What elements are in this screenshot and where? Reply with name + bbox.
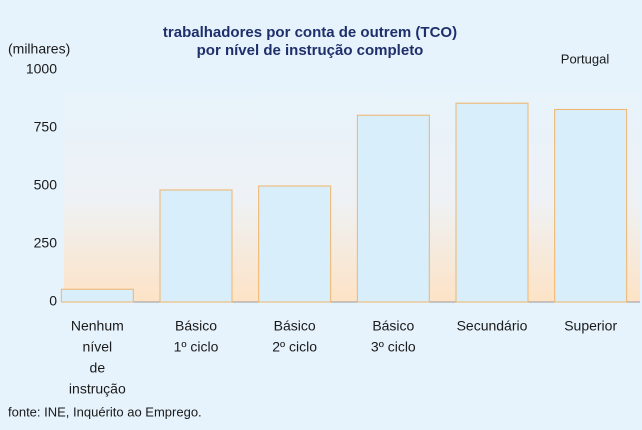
bar <box>258 185 332 303</box>
x-tick-label: Básico <box>175 318 217 334</box>
x-tick-label: Básico <box>372 318 414 334</box>
y-tick-label: 750 <box>34 119 58 135</box>
chart-title: trabalhadores por conta de outrem (TCO) <box>163 24 457 41</box>
bar <box>159 189 233 303</box>
y-tick-label: 1000 <box>26 61 57 77</box>
bar <box>60 288 134 303</box>
x-tick-label: 2º ciclo <box>272 339 317 355</box>
y-tick-label: 250 <box>34 235 58 251</box>
annotation: Portugal <box>561 51 610 66</box>
bar <box>356 114 430 303</box>
plot-area <box>64 70 640 302</box>
x-tick-label: 1º ciclo <box>174 339 219 355</box>
y-tick-label: 500 <box>34 177 58 193</box>
x-tick-label: instrução <box>69 381 126 397</box>
y-axis-label: (milhares) <box>8 41 70 57</box>
x-tick-label: Básico <box>274 318 316 334</box>
x-tick-label: de <box>90 360 106 376</box>
y-tick-label: 0 <box>49 293 57 309</box>
x-tick-label: Nenhum <box>71 318 124 334</box>
x-tick-label: nível <box>83 339 113 355</box>
chart-title: por nível de instrução completo <box>197 42 424 59</box>
source: fonte: INE, Inquérito ao Emprego. <box>8 404 202 419</box>
bar <box>455 102 529 303</box>
x-tick-label: Secundário <box>457 318 528 334</box>
x-tick-label: Superior <box>564 318 617 334</box>
x-tick-label: 3º ciclo <box>371 339 416 355</box>
bar <box>554 108 628 303</box>
